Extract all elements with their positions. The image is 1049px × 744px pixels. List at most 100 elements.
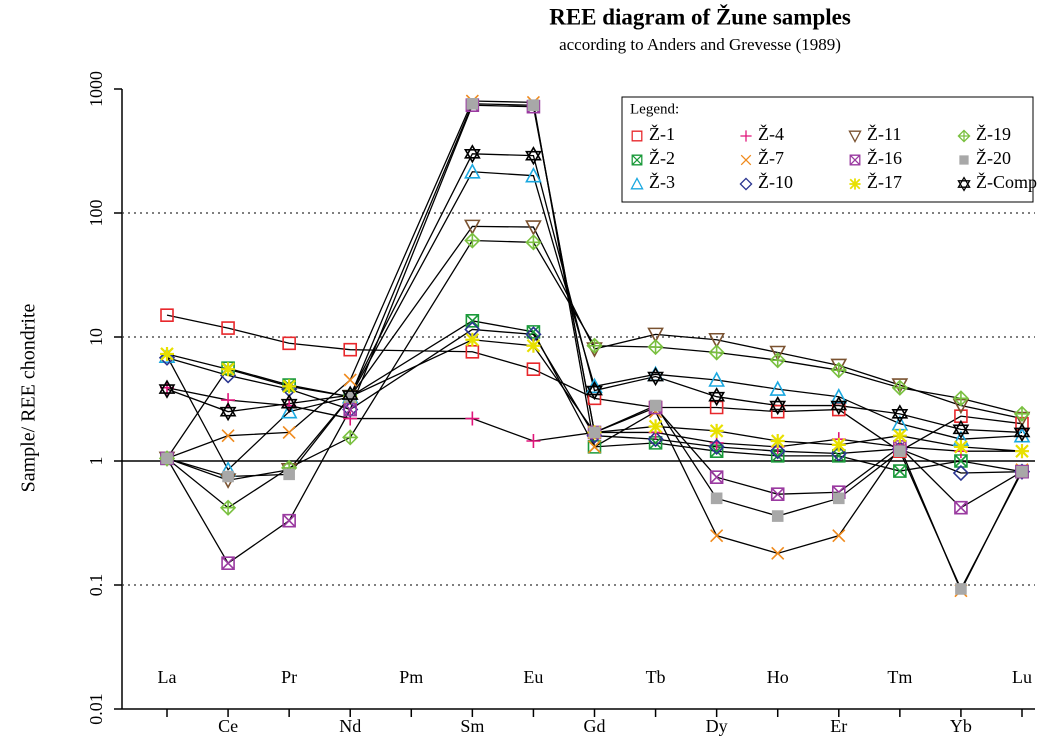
point-marker: [708, 332, 725, 349]
legend-label: Ž-3: [649, 171, 675, 192]
series-line: [166, 387, 1022, 452]
point-marker: [527, 99, 540, 112]
point-marker: [221, 429, 235, 443]
series-lines: [166, 100, 1023, 593]
point-marker: [342, 429, 359, 446]
x-tick-label: La: [158, 667, 177, 687]
point-marker: [465, 332, 480, 347]
point-marker: [219, 402, 237, 422]
point-marker: [830, 395, 848, 416]
point-marker: [342, 401, 359, 418]
point-marker: [831, 402, 846, 417]
point-marker: [832, 529, 846, 543]
point-marker: [158, 379, 176, 399]
x-tick-label: Yb: [950, 716, 972, 736]
series-line: [166, 339, 1023, 452]
point-marker: [161, 452, 173, 465]
series-line: [166, 104, 1023, 565]
point-marker: [649, 399, 662, 412]
y-axis-label: Sample/ REE chondrite: [18, 303, 40, 492]
point-marker: [282, 425, 296, 439]
point-marker: [953, 439, 968, 454]
y-tick-label: 0.01: [86, 693, 106, 725]
y-tick-label: 1000: [86, 71, 106, 107]
legend-label: Ž-10: [758, 171, 793, 192]
x-tick-label: Gd: [584, 716, 606, 736]
point-marker: [464, 219, 481, 236]
point-marker: [892, 428, 907, 443]
point-marker: [587, 440, 602, 454]
legend-marker: [630, 177, 644, 190]
legend-label: Ž-20: [976, 147, 1011, 168]
point-marker: [708, 344, 725, 361]
series-line: [166, 314, 1023, 452]
point-marker: [771, 510, 784, 522]
point-marker: [526, 433, 541, 448]
x-tick-label: Sm: [460, 716, 484, 736]
series-line: [166, 225, 1023, 481]
point-marker: [769, 352, 786, 369]
point-marker: [891, 379, 908, 396]
point-marker: [463, 144, 481, 164]
point-marker: [894, 445, 906, 457]
point-marker: [525, 220, 542, 236]
x-tick-label: Pr: [281, 667, 297, 687]
y-tick-label: 100: [86, 200, 106, 227]
legend-label: Ž-17: [867, 171, 902, 192]
y-tick-label: 10: [86, 328, 106, 346]
point-marker: [465, 314, 480, 328]
legend-marker: [739, 177, 753, 191]
x-tick-label: Tm: [887, 667, 912, 687]
legend-label: Ž-1: [649, 123, 675, 144]
point-marker: [466, 97, 479, 110]
legend-marker: [957, 129, 971, 143]
x-tick-label: Pm: [399, 667, 423, 687]
legend-marker: [740, 130, 752, 142]
y-tick-label: 0.1: [86, 574, 106, 597]
legend-marker: [957, 176, 971, 192]
point-marker: [282, 379, 297, 394]
point-marker: [770, 487, 785, 501]
series-line: [166, 171, 1023, 471]
point-marker: [710, 529, 724, 543]
legend-box: [621, 96, 1034, 203]
point-marker: [710, 492, 723, 505]
point-marker: [280, 394, 298, 414]
chart-title: REE diagram of Žune samples: [549, 3, 851, 29]
point-marker: [586, 380, 603, 401]
point-marker: [955, 583, 967, 595]
x-tick-label: Er: [830, 716, 847, 736]
point-marker: [1016, 465, 1028, 478]
point-marker: [709, 423, 724, 438]
point-marker: [952, 390, 970, 407]
point-marker: [219, 499, 237, 516]
legend-marker: [740, 154, 752, 166]
legend-label: Ž-4: [758, 123, 784, 144]
x-tick-label: Tb: [646, 667, 666, 687]
point-marker: [647, 338, 664, 356]
legend-title: Legend:: [630, 101, 679, 117]
point-marker: [891, 404, 909, 424]
point-marker: [1013, 405, 1031, 422]
x-tick-label: Lu: [1012, 667, 1032, 687]
point-marker: [893, 464, 907, 478]
point-marker: [708, 371, 725, 387]
point-marker: [769, 345, 787, 362]
point-marker: [770, 449, 785, 463]
point-marker: [830, 362, 847, 379]
point-marker: [647, 431, 664, 448]
point-marker: [526, 338, 541, 353]
point-marker: [341, 385, 359, 405]
point-marker: [771, 546, 785, 560]
point-marker: [282, 513, 296, 528]
point-marker: [1015, 444, 1029, 459]
point-marker: [282, 336, 296, 351]
point-marker: [343, 342, 358, 357]
point-marker: [221, 362, 236, 377]
point-marker: [525, 234, 542, 251]
series-line: [166, 328, 1023, 474]
legend-marker: [631, 154, 643, 166]
point-marker: [708, 387, 726, 407]
point-marker: [586, 337, 603, 354]
point-marker: [832, 492, 845, 505]
